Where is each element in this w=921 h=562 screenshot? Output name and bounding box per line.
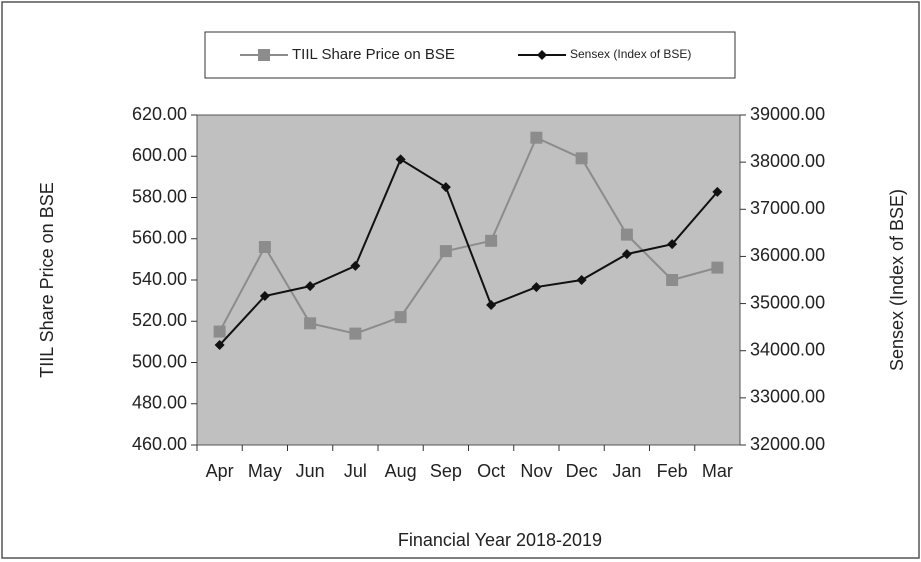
legend-box xyxy=(204,31,736,79)
y2-tick-label: 39000.00 xyxy=(750,104,825,124)
point xyxy=(258,241,271,253)
x-tick-label: Feb xyxy=(657,461,688,481)
point xyxy=(620,228,633,241)
y2-tick-label: 38000.00 xyxy=(750,151,825,171)
point xyxy=(712,186,723,197)
point xyxy=(394,311,407,324)
point xyxy=(349,327,362,340)
x-tick-label: Dec xyxy=(566,461,598,481)
legend-label: TIIL Share Price on BSE xyxy=(292,46,455,63)
series-line xyxy=(218,157,719,346)
point xyxy=(575,152,588,165)
x-tick-label: Oct xyxy=(477,461,505,481)
y-axis-title: TIIL Share Price on BSE xyxy=(37,182,57,377)
y2-tick-label: 33000.00 xyxy=(750,387,825,407)
y2-tick-label: 37000.00 xyxy=(750,198,825,218)
x-tick-label: Sep xyxy=(430,461,462,481)
y-tick-label: 580.00 xyxy=(132,186,187,206)
legend-label: Sensex (Index of BSE) xyxy=(570,47,691,61)
y-tick-label: 500.00 xyxy=(132,351,187,371)
x-tick-label: Mar xyxy=(702,461,733,481)
x-tick-label: Jul xyxy=(344,461,367,481)
y-tick-label: 480.00 xyxy=(132,393,187,413)
y-tick-label: 600.00 xyxy=(132,145,187,165)
y2-tick-label: 35000.00 xyxy=(750,292,825,312)
y-tick-label: 520.00 xyxy=(132,310,187,330)
point xyxy=(530,131,543,144)
point xyxy=(213,325,226,338)
y2-tick-label: 36000.00 xyxy=(750,245,825,265)
point xyxy=(485,234,498,247)
x-axis-title: Financial Year 2018-2019 xyxy=(398,530,602,550)
point xyxy=(214,340,225,351)
x-tick-label: Nov xyxy=(520,461,552,481)
point xyxy=(486,299,497,310)
point xyxy=(395,154,406,165)
x-tick-label: Aug xyxy=(385,461,417,481)
x-tick-label: Jan xyxy=(612,461,641,481)
x-tick-label: May xyxy=(248,461,282,481)
point xyxy=(439,245,452,258)
y-tick-label: 460.00 xyxy=(132,434,187,454)
point xyxy=(666,274,679,286)
point xyxy=(621,249,632,260)
point xyxy=(259,291,270,302)
y2-tick-label: 34000.00 xyxy=(750,339,825,359)
y-tick-label: 560.00 xyxy=(132,228,187,248)
y-tick-label: 540.00 xyxy=(132,269,187,289)
point xyxy=(667,239,678,250)
x-tick-label: Apr xyxy=(206,461,234,481)
x-tick-label: Jun xyxy=(296,461,325,481)
point xyxy=(440,182,451,193)
plot-area xyxy=(196,114,741,446)
point xyxy=(350,260,361,271)
y2-tick-label: 32000.00 xyxy=(750,434,825,454)
point xyxy=(304,317,317,330)
y-tick-label: 620.00 xyxy=(132,104,187,124)
y2-axis-title: Sensex (Index of BSE) xyxy=(887,189,907,371)
point xyxy=(711,261,724,274)
point xyxy=(305,281,316,292)
point xyxy=(531,282,542,293)
point xyxy=(258,49,270,61)
point xyxy=(576,275,587,285)
point xyxy=(537,50,547,60)
